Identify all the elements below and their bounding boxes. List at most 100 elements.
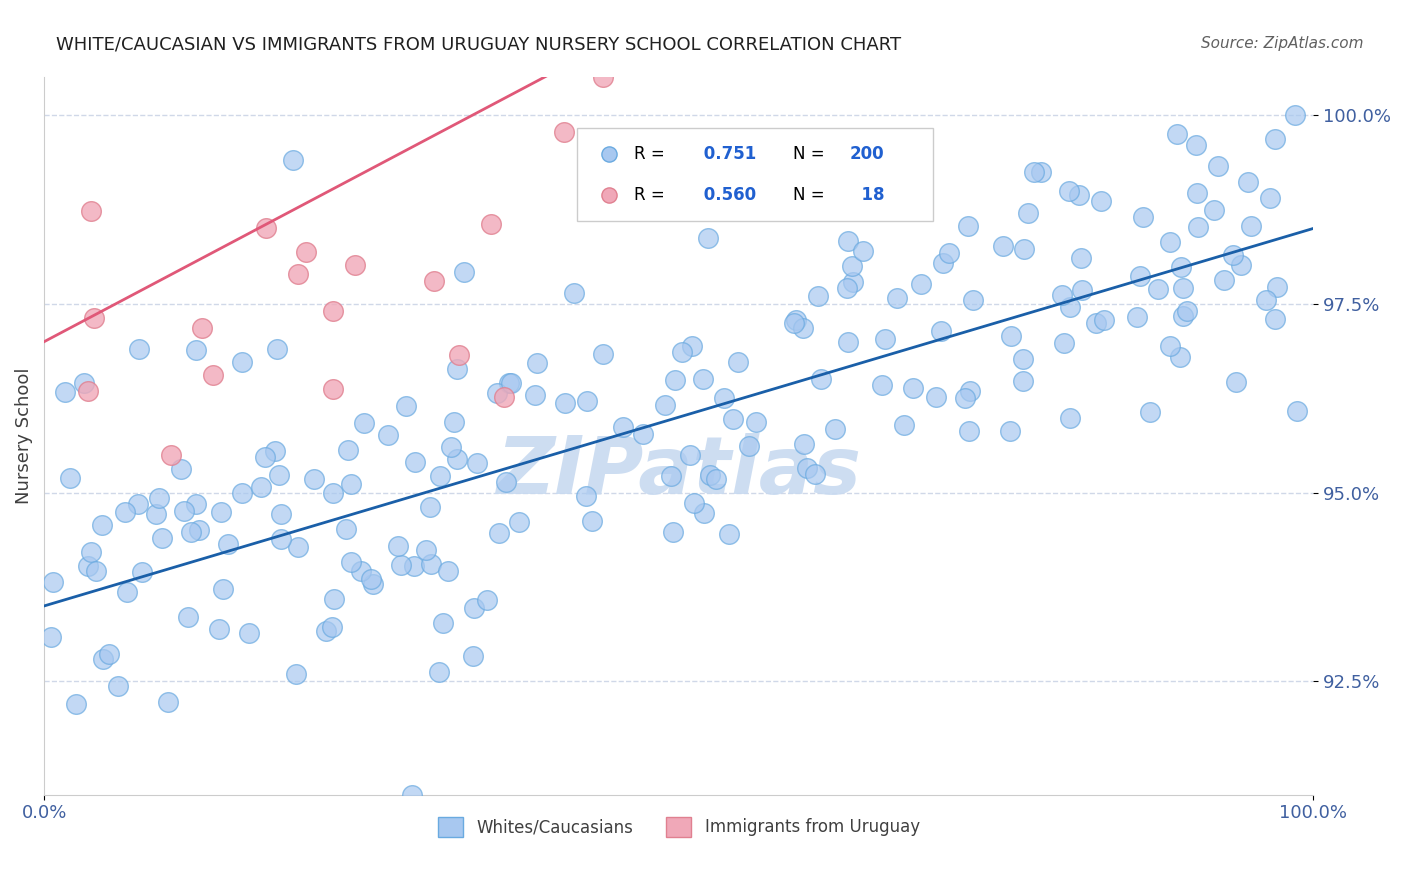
Point bbox=[287, 540, 309, 554]
Point bbox=[238, 625, 260, 640]
Point bbox=[90, 517, 112, 532]
Point bbox=[526, 356, 548, 370]
Point bbox=[83, 310, 105, 325]
Point bbox=[285, 667, 308, 681]
Point bbox=[1128, 268, 1150, 283]
Point bbox=[76, 558, 98, 573]
Point bbox=[302, 471, 325, 485]
Point bbox=[254, 450, 277, 464]
FancyBboxPatch shape bbox=[576, 128, 932, 221]
Point bbox=[1225, 376, 1247, 390]
Point bbox=[717, 526, 740, 541]
Point bbox=[231, 486, 253, 500]
Point bbox=[270, 532, 292, 546]
Point bbox=[160, 448, 183, 462]
Point bbox=[837, 234, 859, 248]
Point bbox=[340, 476, 363, 491]
Point bbox=[1084, 316, 1107, 330]
Point bbox=[554, 396, 576, 410]
Point bbox=[254, 220, 277, 235]
Point bbox=[39, 630, 62, 644]
Point bbox=[465, 456, 488, 470]
Point bbox=[824, 422, 846, 436]
Point bbox=[107, 679, 129, 693]
Point bbox=[1050, 287, 1073, 301]
Point bbox=[932, 255, 955, 269]
Point bbox=[202, 368, 225, 383]
Point bbox=[835, 281, 858, 295]
Point bbox=[150, 531, 173, 545]
Point bbox=[361, 576, 384, 591]
Point bbox=[377, 427, 399, 442]
Point bbox=[1175, 304, 1198, 318]
Point bbox=[792, 321, 814, 335]
Point bbox=[810, 372, 832, 386]
Point bbox=[173, 504, 195, 518]
Point bbox=[1059, 411, 1081, 425]
Point bbox=[713, 391, 735, 405]
Point bbox=[98, 647, 121, 661]
Point bbox=[322, 486, 344, 500]
Point bbox=[681, 339, 703, 353]
Point bbox=[837, 203, 859, 218]
Point bbox=[337, 442, 360, 457]
Point bbox=[499, 376, 522, 390]
Point bbox=[1213, 273, 1236, 287]
Point bbox=[323, 591, 346, 606]
Point bbox=[295, 245, 318, 260]
Point bbox=[1285, 404, 1308, 418]
Point bbox=[998, 424, 1021, 438]
Point bbox=[592, 70, 614, 85]
Point bbox=[1092, 312, 1115, 326]
Point bbox=[335, 522, 357, 536]
Point bbox=[508, 516, 530, 530]
Point bbox=[191, 320, 214, 334]
Point bbox=[485, 386, 508, 401]
Point bbox=[401, 788, 423, 802]
Point bbox=[938, 246, 960, 260]
Point bbox=[128, 343, 150, 357]
Point bbox=[170, 462, 193, 476]
Point bbox=[321, 620, 343, 634]
Point bbox=[432, 616, 454, 631]
Point bbox=[53, 384, 76, 399]
Point bbox=[287, 267, 309, 281]
Point bbox=[1222, 247, 1244, 261]
Point bbox=[910, 277, 932, 292]
Point bbox=[562, 286, 585, 301]
Point bbox=[693, 506, 716, 520]
Point bbox=[721, 412, 744, 426]
Point bbox=[463, 600, 485, 615]
Point bbox=[842, 275, 865, 289]
Point bbox=[959, 384, 981, 399]
Point bbox=[1237, 175, 1260, 189]
Point bbox=[322, 304, 344, 318]
Point bbox=[1012, 242, 1035, 256]
Point bbox=[209, 505, 232, 519]
Point bbox=[353, 416, 375, 430]
Point bbox=[208, 622, 231, 636]
Point bbox=[1185, 137, 1208, 152]
Point bbox=[266, 342, 288, 356]
Text: N =: N = bbox=[793, 145, 830, 162]
Point bbox=[477, 593, 499, 607]
Point bbox=[1146, 282, 1168, 296]
Point bbox=[453, 265, 475, 279]
Point bbox=[686, 144, 709, 158]
Point bbox=[727, 355, 749, 369]
Text: 0.751: 0.751 bbox=[697, 145, 756, 162]
Point bbox=[429, 468, 451, 483]
Point bbox=[841, 259, 863, 273]
Text: N =: N = bbox=[793, 186, 830, 203]
Point bbox=[80, 203, 103, 218]
Point bbox=[870, 377, 893, 392]
Point bbox=[180, 525, 202, 540]
Point bbox=[404, 455, 426, 469]
Point bbox=[177, 610, 200, 624]
Point bbox=[76, 384, 98, 398]
Point bbox=[402, 558, 425, 573]
Point bbox=[447, 348, 470, 362]
Point bbox=[127, 497, 149, 511]
Point bbox=[1139, 405, 1161, 419]
Point bbox=[1017, 206, 1039, 220]
